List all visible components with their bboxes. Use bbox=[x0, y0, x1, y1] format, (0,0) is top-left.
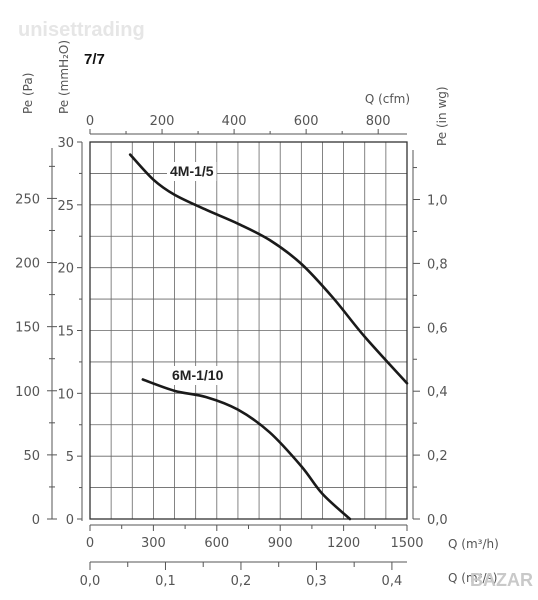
y-right-tick-label: 0,6 bbox=[427, 321, 448, 336]
x-bottom-tick-label: 300 bbox=[141, 536, 166, 551]
watermark-text: unisettrading bbox=[18, 19, 145, 41]
plot-grid bbox=[90, 142, 407, 519]
y-left-pa-tick-label: 100 bbox=[15, 385, 40, 400]
series-group: 4M-1/5 6M-1/10 bbox=[128, 153, 409, 521]
x-bottom-tick-label: 1200 bbox=[327, 536, 360, 551]
y-left-pa-label: Pe (Pa) bbox=[21, 73, 35, 114]
x-bottom2-tick-label: 0,0 bbox=[80, 574, 101, 589]
y-right-label: Pe (in wg) bbox=[435, 86, 449, 146]
y-right-tick-label: 1,0 bbox=[427, 194, 448, 209]
series-label-bg bbox=[169, 366, 227, 385]
y-left-pa-tick-label: 0 bbox=[32, 513, 40, 528]
x-bottom-tick-label: 1500 bbox=[390, 536, 423, 551]
y-left-pa-tick-label: 50 bbox=[23, 449, 40, 464]
series-label-bg bbox=[167, 162, 217, 181]
y-right-tick-label: 0,8 bbox=[427, 257, 448, 272]
page-number: 7/7 bbox=[84, 51, 105, 68]
x-bottom-tick-label: 0 bbox=[86, 536, 94, 551]
series-label-2: 6M-1/10 bbox=[172, 367, 224, 383]
series-label-1: 4M-1/5 bbox=[170, 163, 214, 179]
y-left-mmh2o-tick-label: 15 bbox=[57, 325, 74, 340]
y-left-pa-tick-label: 150 bbox=[15, 321, 40, 336]
y-right-tick-label: 0,4 bbox=[427, 385, 448, 400]
y-left-mmh2o-tick-label: 0 bbox=[66, 513, 74, 528]
plot-frame bbox=[89, 141, 408, 520]
series-line-1 bbox=[128, 153, 409, 385]
y-left-mmh2o-tick-label: 25 bbox=[57, 199, 74, 214]
series-line-2 bbox=[141, 378, 352, 521]
x-top-tick-label: 600 bbox=[294, 114, 319, 129]
x-bottom2-label: Q (m³/s) bbox=[448, 571, 497, 585]
x-bottom2-tick-label: 0,1 bbox=[155, 574, 176, 589]
y-right-tick-label: 0,0 bbox=[427, 513, 448, 528]
x-top-tick-label: 200 bbox=[150, 114, 175, 129]
y-left-mmh2o-tick-label: 10 bbox=[57, 387, 74, 402]
y-left-pa-tick-label: 200 bbox=[15, 257, 40, 272]
x-top-label: Q (cfm) bbox=[365, 92, 410, 106]
x-bottom2-tick-label: 0,4 bbox=[382, 574, 403, 589]
x-bottom-tick-label: 600 bbox=[204, 536, 229, 551]
x-top-tick-label: 400 bbox=[222, 114, 247, 129]
y-right-tick-label: 0,2 bbox=[427, 449, 448, 464]
x-bottom2-tick-label: 0,3 bbox=[306, 574, 327, 589]
y-left-pa-tick-label: 250 bbox=[15, 192, 40, 207]
y-left-mmh2o-tick-label: 5 bbox=[66, 450, 74, 465]
y-left-mmh2o-tick-label: 20 bbox=[57, 262, 74, 277]
x-top-tick-label: 0 bbox=[86, 114, 94, 129]
x-bottom2-tick-label: 0,2 bbox=[231, 574, 252, 589]
y-left-mmh2o-label: Pe (mmH₂O) bbox=[57, 40, 71, 114]
watermark-logo: BAZAR bbox=[470, 570, 533, 590]
y-left-mmh2o-tick-label: 30 bbox=[57, 136, 74, 151]
x-top-tick-label: 800 bbox=[366, 114, 391, 129]
axes: 0510152025300501001502002500,00,20,40,60… bbox=[15, 114, 448, 589]
x-bottom-tick-label: 900 bbox=[268, 536, 293, 551]
x-bottom-label: Q (m³/h) bbox=[448, 537, 499, 551]
